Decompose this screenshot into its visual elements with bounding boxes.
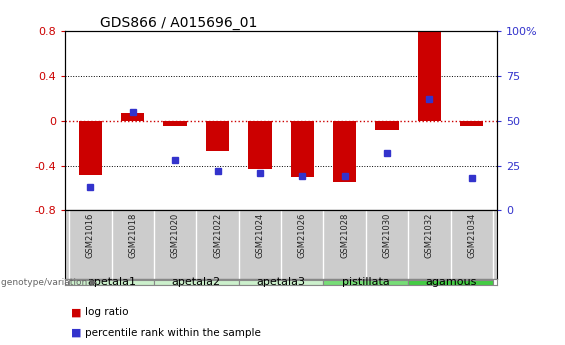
Text: GSM21022: GSM21022 [213, 213, 222, 258]
Bar [418, 31, 441, 121]
Text: apetala1: apetala1 [87, 277, 136, 287]
Bar [238, 279, 323, 285]
Text: GSM21024: GSM21024 [255, 213, 264, 258]
Bar [154, 279, 238, 285]
Text: GSM21020: GSM21020 [171, 213, 180, 258]
Text: agamous: agamous [425, 277, 476, 287]
Bar [206, 121, 229, 151]
Bar [290, 121, 314, 177]
Text: ■: ■ [71, 328, 81, 338]
Text: GSM21026: GSM21026 [298, 213, 307, 258]
Text: GSM21032: GSM21032 [425, 213, 434, 258]
Bar [69, 279, 154, 285]
Bar [460, 121, 484, 126]
Text: GSM21030: GSM21030 [383, 213, 392, 258]
Text: GSM21034: GSM21034 [467, 213, 476, 258]
Text: GSM21016: GSM21016 [86, 213, 95, 258]
Bar [408, 279, 493, 285]
Bar [333, 121, 357, 183]
Text: apetala3: apetala3 [257, 277, 306, 287]
Text: log ratio: log ratio [85, 307, 128, 317]
Bar [121, 113, 145, 121]
Bar [323, 279, 408, 285]
Text: GSM21018: GSM21018 [128, 213, 137, 258]
Text: genotype/variation ▶: genotype/variation ▶ [1, 277, 97, 287]
Bar [248, 121, 272, 169]
Text: apetala2: apetala2 [172, 277, 221, 287]
Text: ■: ■ [71, 307, 81, 317]
Text: GDS866 / A015696_01: GDS866 / A015696_01 [99, 16, 257, 30]
Text: GSM21028: GSM21028 [340, 213, 349, 258]
Text: percentile rank within the sample: percentile rank within the sample [85, 328, 260, 338]
Bar [79, 121, 102, 175]
Bar [375, 121, 399, 130]
Text: pistillata: pistillata [342, 277, 390, 287]
Bar [163, 121, 187, 126]
